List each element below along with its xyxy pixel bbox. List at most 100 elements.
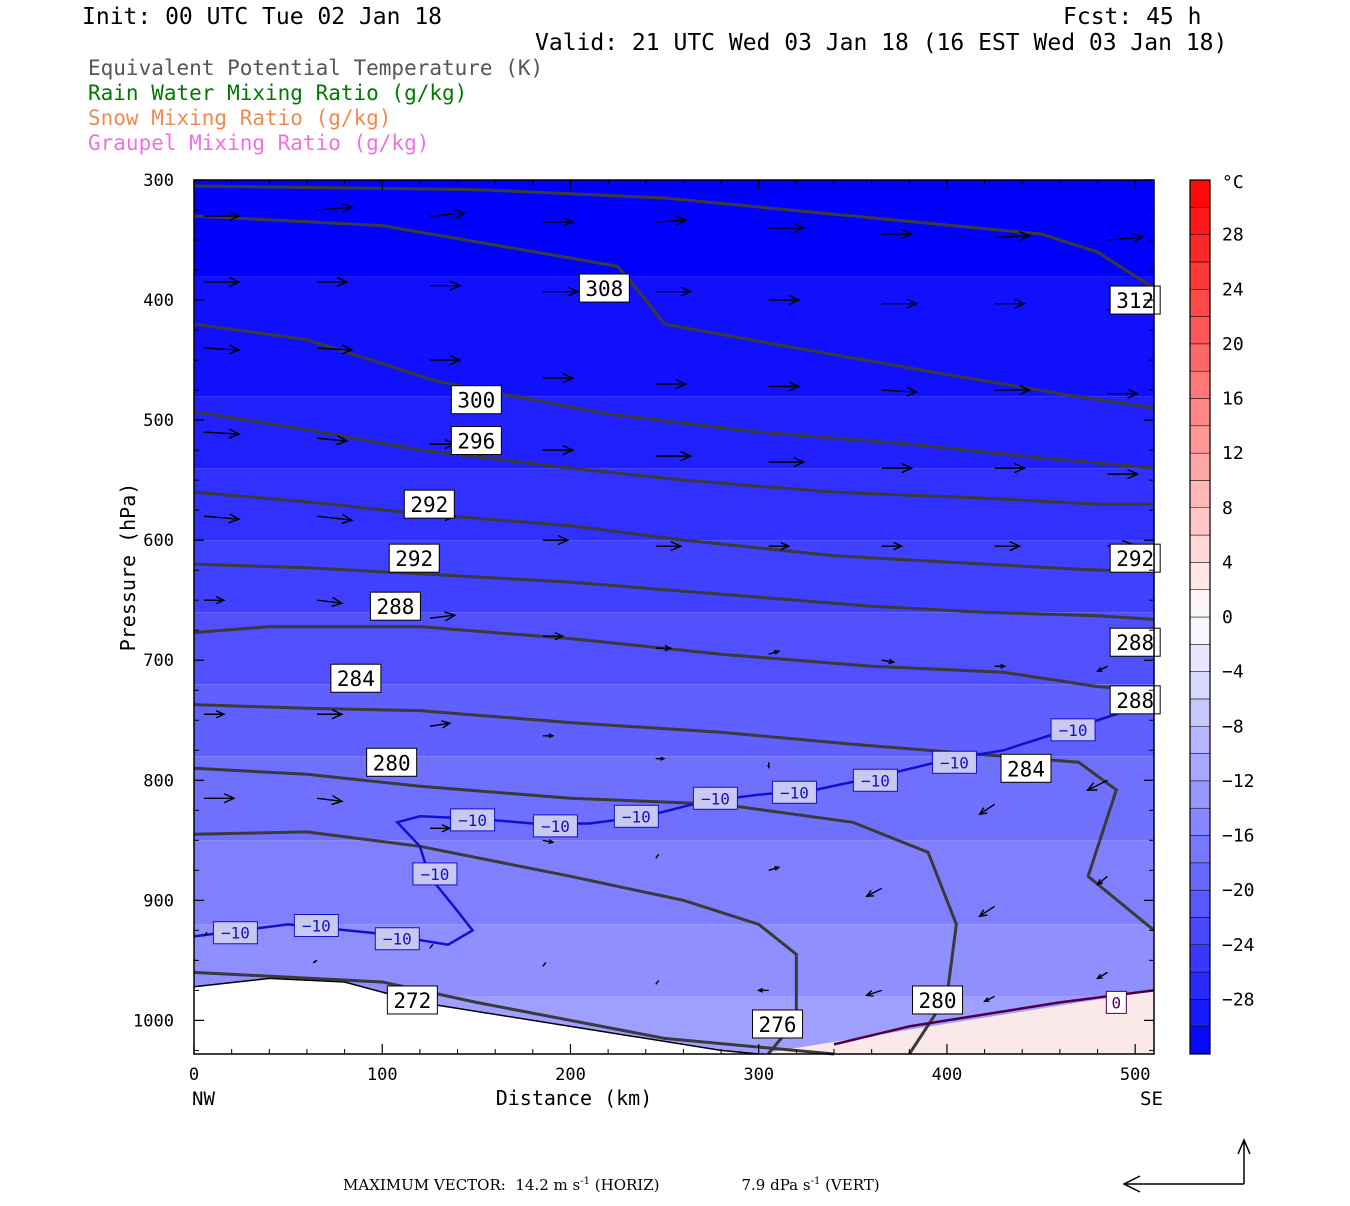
colorbar-segment — [1189, 780, 1211, 809]
wind-vector — [768, 456, 806, 468]
theta-e-contour — [193, 766, 958, 1055]
temperature-band — [194, 396, 1154, 469]
wind-vector-head — [554, 631, 565, 641]
wind-vector-shaft — [768, 866, 779, 871]
x-tick-label: 400 — [932, 1065, 963, 1085]
wind-vector-shaft — [1097, 971, 1108, 979]
y-tick-label: 300 — [143, 171, 174, 191]
legend-item: Snow Mixing Ratio (g/kg) — [88, 106, 392, 130]
legend-item: Graupel Mixing Ratio (g/kg) — [88, 131, 430, 155]
wind-vector — [542, 733, 555, 739]
wind-vector — [429, 611, 457, 622]
theta-e-label-box — [366, 747, 418, 777]
theta-e-label-box — [386, 985, 438, 1015]
wind-vector-head — [228, 513, 241, 524]
wind-vector — [316, 513, 354, 525]
isotherm-label-box — [412, 862, 458, 886]
terrain-fill — [194, 978, 759, 1054]
wind-vector-head — [865, 990, 874, 997]
wind-vector — [978, 905, 995, 918]
isotherm-label: −10 — [293, 914, 339, 938]
theta-e-label: 292 — [388, 543, 440, 573]
wind-vector-head — [680, 286, 693, 297]
wind-vector-head — [788, 381, 801, 392]
colorbar-segment — [1189, 370, 1211, 399]
wind-vector — [542, 444, 575, 456]
theta-e-label-text: 280 — [373, 751, 411, 775]
wind-vector-head — [454, 208, 467, 219]
y-tick-label: 700 — [143, 651, 174, 671]
theta-e-label-text: 280 — [919, 989, 957, 1013]
wind-vector-head — [215, 710, 226, 719]
theta-e-label: 288 — [369, 591, 421, 621]
isotherm-label-text: −10 — [541, 817, 570, 836]
colorbar-segment — [1189, 343, 1211, 372]
wind-vector — [204, 595, 226, 605]
theta-e-label-box — [912, 985, 964, 1015]
wind-vector — [994, 298, 1027, 309]
wind-vector-shaft — [203, 347, 240, 351]
wind-vector — [655, 378, 688, 390]
theta-e-label: 292 — [403, 489, 455, 519]
colorbar-tick-label: 24 — [1222, 279, 1244, 300]
wind-vector — [429, 720, 452, 729]
wind-vector — [655, 541, 683, 552]
wind-vector-head — [664, 644, 673, 652]
theta-e-label-text: 292 — [395, 547, 433, 571]
colorbar-segment — [1189, 179, 1211, 208]
wind-vector-head — [562, 216, 575, 228]
theta-e-label-box — [578, 273, 630, 303]
theta-e-label-box — [450, 385, 502, 415]
y-tick-label: 500 — [143, 411, 174, 431]
wind-vector — [768, 649, 781, 655]
theta-e-contour — [193, 970, 835, 1056]
wind-vector-head — [793, 222, 806, 234]
theta-e-label: 272 — [386, 985, 438, 1015]
wind-vector — [994, 663, 1007, 669]
colorbar-segment — [1189, 726, 1211, 754]
wind-vector — [1096, 665, 1108, 672]
max-horiz-value: 14.2 m s — [515, 1176, 581, 1194]
wind-vector-head — [548, 839, 555, 844]
wind-vector — [203, 513, 241, 524]
isotherm-label-box — [293, 914, 339, 938]
wind-vector — [1096, 875, 1108, 886]
wind-vector — [994, 231, 1032, 242]
theta-e-label: 284 — [330, 663, 382, 693]
wind-vector-head — [675, 215, 688, 226]
isotherm-label: −10 — [412, 862, 458, 886]
max-vector-label: MAXIMUM VECTOR: — [343, 1176, 506, 1194]
temperature-band — [194, 756, 1154, 841]
wind-vector — [542, 631, 565, 641]
isotherm-label: −10 — [852, 768, 898, 792]
wind-vector-shaft — [429, 722, 450, 727]
wind-vector — [978, 803, 995, 816]
theta-e-label: 288 — [1109, 627, 1161, 657]
wind-vector — [316, 435, 349, 446]
temperature-band — [194, 540, 1154, 613]
wind-vector — [768, 541, 791, 551]
wind-vector-head — [670, 541, 683, 552]
wind-vector — [542, 961, 547, 967]
wind-vector-head — [1127, 388, 1140, 399]
wind-vector — [429, 208, 467, 219]
isotherm-label-text: −10 — [1059, 721, 1088, 740]
isotherm-label-text: −10 — [458, 811, 487, 830]
wind-vector — [312, 959, 318, 964]
reference-vector — [1122, 1138, 1251, 1193]
wind-vector — [316, 202, 354, 213]
wind-vector — [881, 298, 919, 309]
wind-vector-head — [1019, 384, 1032, 396]
wind-vector-shaft — [768, 650, 779, 655]
legend-item: Equivalent Potential Temperature (K) — [88, 56, 544, 80]
wind-vector — [1107, 468, 1140, 480]
isotherm-label-text: −10 — [221, 924, 250, 943]
theta-e-label: 280 — [912, 985, 964, 1015]
colorbar-tick-label: −4 — [1222, 662, 1244, 683]
isotherm-label-text: −10 — [780, 783, 809, 802]
isotherm-zero — [833, 989, 1155, 1046]
colorbar-segment — [1189, 862, 1211, 891]
isotherm-label: −10 — [374, 927, 420, 951]
colorbar-segment — [1189, 562, 1211, 590]
wind-vector-head — [774, 866, 781, 871]
